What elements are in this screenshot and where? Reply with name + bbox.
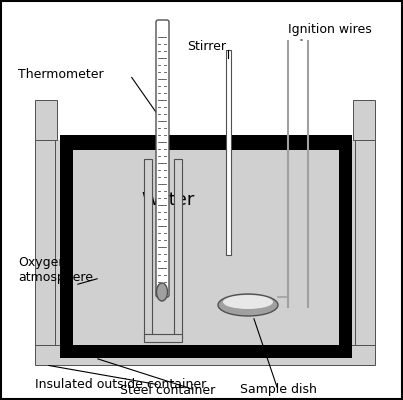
Text: Oxygen
atmosphere: Oxygen atmosphere [18, 256, 93, 284]
Bar [339, 150, 352, 345]
Text: Sample dish: Sample dish [239, 384, 316, 396]
Ellipse shape [218, 294, 278, 316]
Bar [174, 159, 182, 338]
Bar [60, 135, 352, 150]
FancyBboxPatch shape [156, 20, 169, 297]
Text: Water: Water [141, 191, 195, 209]
Bar [144, 159, 152, 338]
Ellipse shape [156, 283, 168, 301]
Bar [55, 140, 355, 345]
Bar [144, 334, 182, 342]
Text: Ignition wires: Ignition wires [288, 24, 372, 36]
Bar [353, 100, 375, 140]
Bar [35, 345, 375, 365]
Bar [35, 140, 55, 345]
Bar [35, 100, 57, 140]
Bar [60, 345, 352, 358]
Bar [226, 50, 231, 255]
Ellipse shape [223, 295, 273, 309]
Text: Stirrer: Stirrer [187, 40, 226, 54]
Bar [60, 150, 73, 345]
Text: Thermometer: Thermometer [18, 68, 104, 82]
Bar [355, 140, 375, 345]
Text: Steel container: Steel container [120, 384, 216, 396]
Text: Insulated outside container: Insulated outside container [35, 378, 206, 392]
Bar [73, 165, 339, 345]
